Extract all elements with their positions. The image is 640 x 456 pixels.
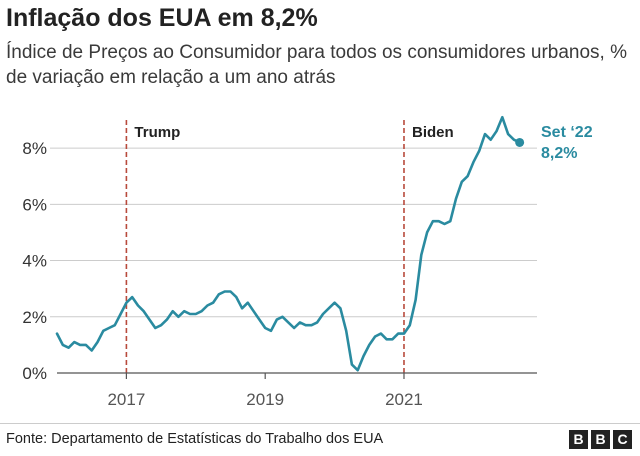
bbc-logo-block-2: B xyxy=(591,430,610,449)
inflation-series-line xyxy=(55,115,522,372)
x-axis: 2017 2019 2021 xyxy=(57,372,537,409)
source-note: Fonte: Departamento de Estatísticas do T… xyxy=(6,431,384,447)
y-axis-tick-labels: 0% 2% 4% 6% 8% xyxy=(22,139,47,383)
y-tick-label: 0% xyxy=(22,364,47,383)
footer-divider xyxy=(0,423,640,424)
y-tick-label: 6% xyxy=(22,195,47,214)
latest-point xyxy=(515,137,525,147)
bbc-logo-block-1: B xyxy=(569,430,588,449)
x-tick-label: 2019 xyxy=(246,390,284,409)
bbc-logo: B B C xyxy=(569,430,632,449)
gridlines xyxy=(50,147,537,318)
end-label-line: Set ‘22 xyxy=(541,124,593,141)
end-label-layer: Set ‘22 8,2% xyxy=(541,124,593,162)
bbc-logo-block-3: C xyxy=(613,430,632,449)
chart-subtitle: Índice de Preços ao Consumidor para todo… xyxy=(6,42,628,88)
x-tick-label: 2017 xyxy=(107,390,145,409)
presidency-markers: Trump Biden xyxy=(125,120,454,373)
y-tick-label: 8% xyxy=(22,139,47,158)
line-chart: 0% 2% 4% 6% 8% Trump Biden 2017 2019 2021 Set ‘… xyxy=(22,115,593,409)
series-layer xyxy=(55,115,525,372)
end-label-line: 8,2% xyxy=(541,145,577,162)
chart-title: Inflação dos EUA em 8,2% xyxy=(6,4,318,32)
y-tick-label: 4% xyxy=(22,252,47,271)
presidency-marker-label: Trump xyxy=(134,124,180,141)
x-tick-label: 2021 xyxy=(385,390,423,409)
presidency-marker-label: Biden xyxy=(412,124,454,141)
y-tick-label: 2% xyxy=(22,308,47,327)
